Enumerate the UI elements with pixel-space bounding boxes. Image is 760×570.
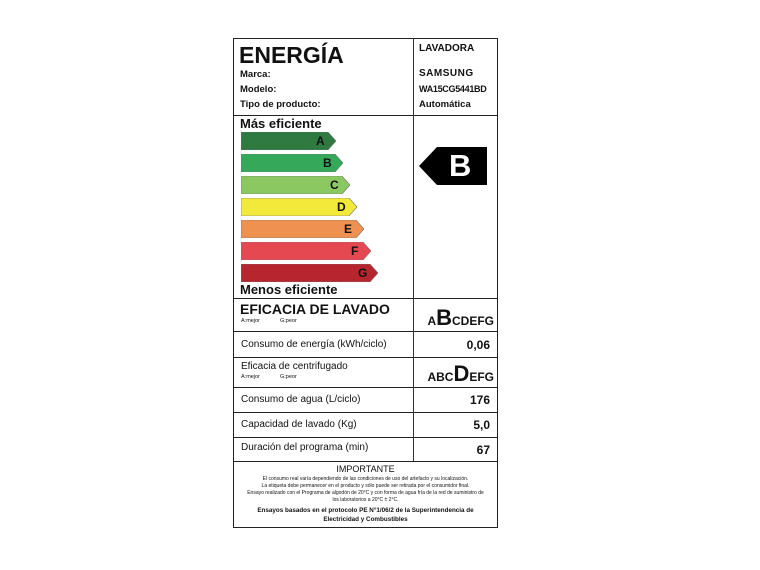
type-value: Automática: [419, 99, 471, 110]
energy-label: [233, 38, 498, 528]
divider: [233, 437, 498, 438]
divider: [233, 331, 498, 332]
divider: [233, 115, 498, 116]
divider: [233, 412, 498, 413]
most-efficient-label: Más eficiente: [240, 116, 322, 131]
energy-class-letter: E: [344, 222, 353, 236]
capacity-value: 5,0: [473, 418, 490, 432]
model-label: Modelo:: [240, 84, 277, 95]
energy-class-bar-a: A: [241, 132, 336, 150]
best-note: A:mejor: [241, 318, 260, 324]
energy-class-bar-c: C: [241, 176, 350, 194]
type-label: Tipo de producto:: [240, 99, 321, 110]
worst-note: G:peor: [280, 318, 297, 324]
divider: [233, 387, 498, 388]
rating-arrow: B: [419, 147, 487, 185]
important-title: IMPORTANTE: [336, 464, 395, 474]
model-value: WA15CG5441BD: [419, 84, 487, 94]
energy-class-bar-d: D: [241, 198, 357, 216]
divider: [233, 298, 498, 299]
energy-class-letter: A: [316, 134, 325, 148]
energy-class-bar-g: G: [241, 264, 378, 282]
label-title: ENERGÍA: [239, 42, 344, 68]
best-note: A:mejor: [241, 374, 260, 380]
washing-efficiency-label: EFICACIA DE LAVADO: [240, 301, 390, 317]
divider: [233, 357, 498, 358]
spin-efficiency-scale: ABCDEFG: [427, 361, 494, 386]
water-value: 176: [469, 393, 490, 407]
category: LAVADORA: [419, 43, 475, 54]
rating-letter: B: [449, 148, 472, 183]
energy-label-text: Consumo de energía (kWh/ciclo): [241, 339, 387, 350]
energy-class-bar-e: E: [241, 220, 364, 238]
energy-value: 0,06: [466, 338, 490, 352]
capacity-label: Capacidad de lavado (Kg): [241, 419, 357, 430]
footer-line: Ensayo realizado con el Programa de algo…: [247, 490, 484, 496]
least-efficient-label: Menos eficiente: [240, 282, 338, 297]
spin-efficiency-label: Eficacia de centrifugado: [241, 361, 348, 372]
duration-label: Duración del programa (min): [241, 442, 369, 453]
worst-note: G:peor: [280, 374, 297, 380]
washing-efficiency-scale: ABCDEFG: [427, 305, 494, 330]
energy-class-bar-b: B: [241, 154, 343, 172]
column-divider: [413, 38, 414, 461]
energy-class-bar-f: F: [241, 242, 371, 260]
energy-class-letter: C: [330, 178, 339, 192]
footer-line: los laboratorios a 20°C ± 2°C.: [332, 497, 399, 503]
energy-class-letter: F: [351, 244, 359, 258]
energy-class-letter: G: [358, 266, 368, 280]
footer-protocol: Ensayos basados en el protocolo PE N°1/0…: [257, 507, 474, 523]
brand-value: SAMSUNG: [419, 68, 474, 79]
water-label: Consumo de agua (L/ciclo): [241, 394, 361, 405]
footer-line: La etiqueta debe permanecer en el produc…: [261, 483, 470, 489]
energy-class-letter: B: [323, 156, 332, 170]
duration-value: 67: [476, 443, 490, 457]
divider: [233, 461, 498, 462]
brand-label: Marca:: [240, 69, 271, 80]
energy-class-letter: D: [337, 200, 346, 214]
footer-line: El consumo real varía dependiendo de las…: [262, 476, 469, 482]
